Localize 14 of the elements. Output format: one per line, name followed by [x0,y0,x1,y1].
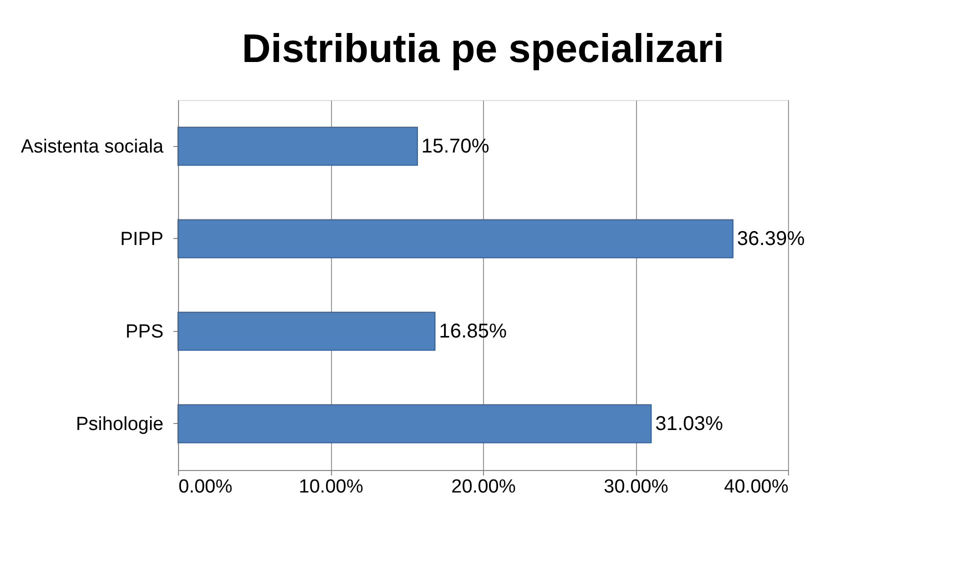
x-tick-label: 0.00% [178,476,232,498]
x-tick-label: 40.00% [724,476,789,498]
x-tick-label: 30.00% [604,476,668,498]
y-tick-label: PIPP [120,228,164,250]
x-tick-label: 20.00% [451,476,516,498]
data-label: 16.85% [438,320,508,342]
y-tick-label: Asistenta sociala [20,136,164,158]
data-label: 15.70% [421,135,490,158]
y-tick-label: Psihologie [76,414,164,435]
x-tick-label: 10.00% [298,476,364,498]
chart-title: Distributia pe specializari [242,27,724,71]
data-label: 36.39% [736,228,805,250]
data-label: 31.03% [655,412,724,435]
y-tick-label: PPS [125,321,164,342]
